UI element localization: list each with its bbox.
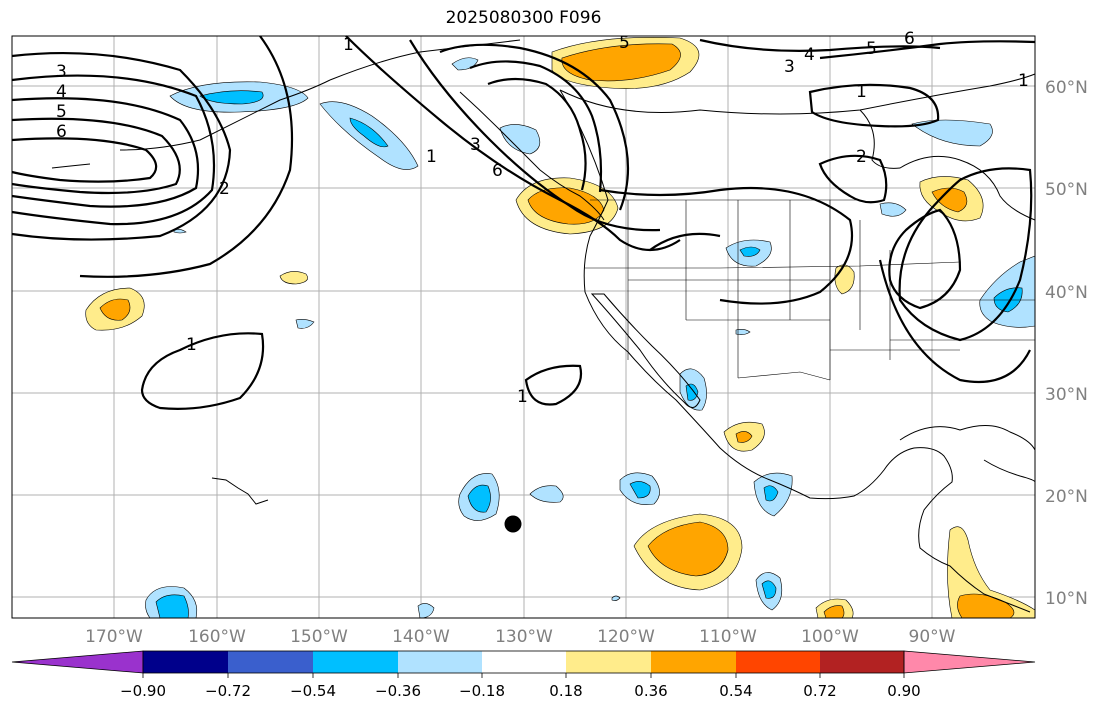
colorbar-segment	[651, 651, 736, 673]
contour-label: 2	[219, 179, 230, 199]
contour-label: 5	[56, 102, 67, 122]
latitude-label: 30°N	[1045, 385, 1088, 405]
colorbar-tick-label: 0.36	[634, 682, 667, 700]
contour-label: 1	[426, 147, 437, 167]
negative-anomaly-shape	[529, 485, 564, 503]
colorbar-segment	[482, 651, 566, 673]
positive-anomaly-shape	[735, 431, 753, 443]
longitude-label: 160°W	[188, 627, 246, 647]
colorbar-tick-label: 0.90	[887, 682, 920, 700]
positive-anomaly-shape	[931, 187, 968, 213]
contour-label: 6	[904, 29, 915, 49]
negative-anomaly-shape	[739, 246, 761, 257]
colorbar-tick-label: 0.72	[803, 682, 836, 700]
contour-label: 3	[784, 57, 795, 77]
colorbar-segment	[736, 651, 820, 673]
negative-anomaly-shape	[173, 229, 187, 234]
colorbar-segment	[228, 651, 313, 673]
position-marker	[504, 515, 522, 533]
longitude-label: 130°W	[495, 627, 553, 647]
positive-anomaly-shape	[279, 271, 308, 285]
negative-anomaly-shape	[763, 485, 779, 502]
negative-anomaly-shape	[349, 117, 389, 148]
negative-anomaly-shape	[155, 594, 189, 619]
negative-anomaly-shape	[295, 319, 315, 329]
contour-label: 2	[856, 147, 867, 167]
negative-anomaly-shape	[911, 119, 993, 147]
contour-label: 6	[492, 161, 503, 181]
longitude-label: 90°W	[909, 627, 956, 647]
colorbar-tick-label: −0.90	[120, 682, 166, 700]
contour-label: 1	[343, 35, 354, 55]
colorbar-segment	[903, 650, 1036, 674]
contour-label: 6	[56, 122, 67, 142]
contour-lines	[11, 35, 1036, 410]
negative-anomaly-shape	[499, 124, 541, 155]
colorbar-tick-label: −0.54	[290, 682, 336, 700]
latitude-label: 60°N	[1045, 78, 1088, 98]
positive-anomaly-shape	[99, 298, 131, 321]
contour-label: 4	[804, 45, 815, 65]
positive-anomaly-shape	[561, 43, 681, 82]
negative-anomaly-shape	[761, 580, 777, 599]
colorbar-segment	[143, 651, 228, 673]
positive-anomaly-shape	[647, 521, 729, 577]
negative-anomaly-shape	[685, 383, 699, 401]
negative-anomaly-shape	[611, 595, 621, 601]
colorbar-segment	[566, 651, 651, 673]
contour-label: 5	[619, 33, 630, 53]
contour-label: 3	[56, 62, 67, 82]
map-border	[11, 35, 1036, 619]
colorbar-segment	[820, 651, 904, 673]
colorbar-segment	[313, 651, 398, 673]
negative-anomaly-shape	[879, 202, 907, 217]
colorbar-segment	[398, 651, 482, 673]
longitude-label: 140°W	[392, 627, 450, 647]
colorbar-tick-label: −0.36	[375, 682, 421, 700]
colorbar-tick-label: 0.18	[549, 682, 582, 700]
latitude-label: 20°N	[1045, 487, 1088, 507]
contour-label: 1	[856, 82, 867, 102]
coastlines	[51, 39, 1036, 613]
contour-label: 1	[186, 335, 197, 355]
contour-label: 4	[56, 82, 67, 102]
longitude-label: 120°W	[597, 627, 655, 647]
contour-label: 5	[866, 39, 877, 59]
colorbar-tick-label: 0.54	[719, 682, 752, 700]
colorbar-tick-label: −0.72	[205, 682, 251, 700]
negative-anomaly-shape	[199, 90, 264, 105]
colorbar-tick-label: −0.18	[459, 682, 505, 700]
latitude-label-group: 60°N 50°N 40°N 30°N 20°N 10°N	[1045, 78, 1088, 609]
longitude-label: 150°W	[290, 627, 348, 647]
longitude-label: 110°W	[699, 627, 757, 647]
colorbar: −0.90 −0.72 −0.54 −0.36 −0.18 0.18 0.36 …	[11, 650, 1036, 700]
latitude-label: 40°N	[1045, 283, 1088, 303]
longitude-label: 100°W	[801, 627, 859, 647]
contour-label: 1	[517, 387, 528, 407]
negative-anomaly-shape	[467, 484, 491, 513]
latitude-label: 50°N	[1045, 180, 1088, 200]
contour-label: 3	[470, 135, 481, 155]
negative-anomaly-shape	[735, 329, 751, 335]
colorbar-segment	[11, 650, 144, 674]
longitude-label: 170°W	[85, 627, 143, 647]
longitude-label-group: 170°W 160°W 150°W 140°W 130°W 120°W 110°…	[85, 627, 956, 647]
map-title: 2025080300 F096	[445, 8, 602, 28]
negative-anomaly-shape	[629, 481, 651, 499]
contour-label: 1	[1018, 71, 1029, 91]
positive-anomaly-shape	[823, 605, 845, 619]
latitude-label: 10°N	[1045, 589, 1088, 609]
contour-label-group: 3 4 5 6 2 1 1 3 6 5 3 4 5 6 1 2 1 1 1	[56, 29, 1029, 407]
